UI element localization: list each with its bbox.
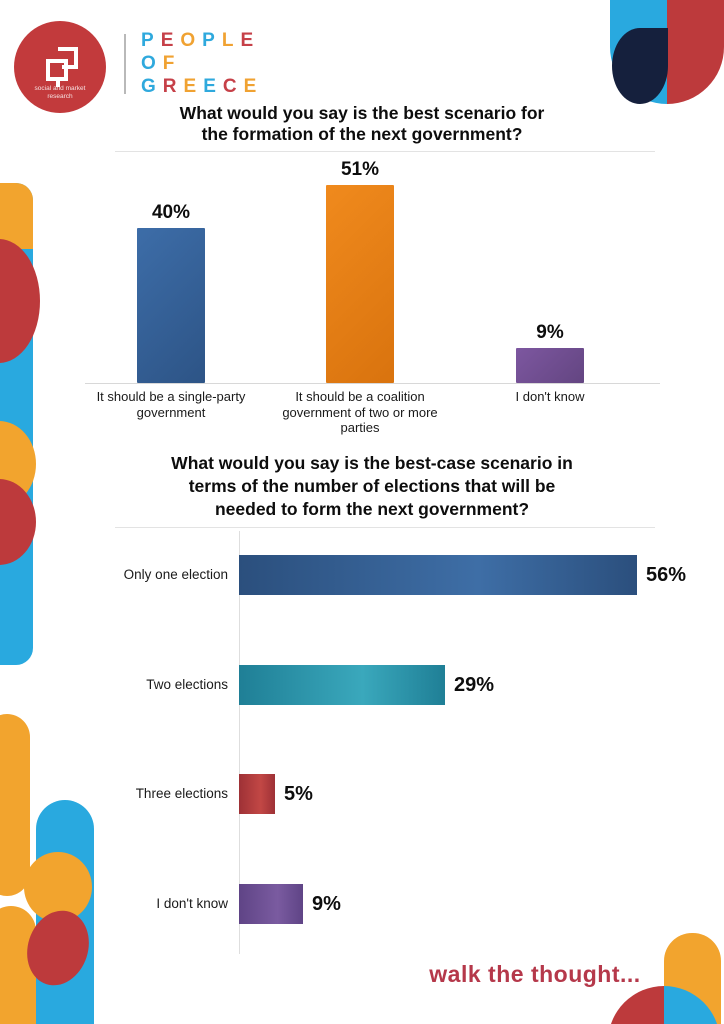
decor-bl-orange-pill [0, 714, 30, 896]
chart2-category-label-2: Two elections [146, 677, 228, 692]
wordmark-letter: E [203, 76, 223, 97]
chart2-value-label-4: 9% [312, 893, 341, 915]
wordmark-letter: R [162, 76, 184, 97]
chart1-category-label-1: It should be a single-party government [96, 389, 246, 420]
wordmark-letter: L [221, 30, 241, 51]
chart1-top-rule [115, 151, 655, 152]
chart2-bar-4 [239, 884, 303, 924]
chart1-category-label-3: I don't know [515, 389, 585, 404]
chart1-category-label-2: It should be a coalition government of t… [282, 389, 438, 435]
chart1-bar-3 [516, 348, 584, 383]
logo-subtext: social and market research [14, 85, 106, 101]
chart2-top-rule [115, 527, 655, 528]
wordmark-letter: E [240, 30, 261, 51]
wordmark-letter: E [160, 30, 181, 51]
decor-left-column [0, 183, 44, 665]
chart2-bar-3 [239, 774, 275, 814]
wordmark-letter: C [222, 76, 244, 97]
decor-left-red-circle [0, 239, 40, 363]
chart1-value-label-1: 40% [151, 202, 191, 223]
wordmark-line: PEOPLE [141, 29, 263, 52]
chart1-value-label-2: 51% [340, 159, 380, 180]
chart2-bar-1 [239, 555, 637, 595]
chart1-value-label-3: 9% [536, 322, 564, 343]
chart2-value-label-2: 29% [454, 674, 495, 696]
decor-bottom-left-group [0, 700, 100, 1024]
wordmark-letter: O [141, 53, 163, 74]
logo-subtext-line1: social and market [34, 85, 86, 92]
chart1-title: What would you say is the best scenario … [179, 103, 545, 144]
brand-wordmark: PEOPLE OF GREECE [141, 29, 263, 98]
wordmark-letter: P [141, 30, 161, 51]
wordmark-line: GREECE [141, 75, 263, 98]
wordmark-letter: E [243, 76, 264, 97]
wordmark-letter: E [183, 76, 204, 97]
chart2-axis-line [239, 531, 240, 954]
wordmark-letter: F [162, 53, 182, 74]
decor-top-right-navy-blob [612, 28, 668, 104]
chart1-category-labels: It should be a single-party government It… [85, 389, 660, 449]
chart1-bar-1 [137, 228, 205, 383]
wordmark-letter: P [202, 30, 222, 51]
brand-tagline: walk the thought... [429, 961, 641, 987]
wordmark-letter: O [180, 30, 203, 51]
brand-logo [14, 21, 106, 113]
chart2-bar-2 [239, 665, 445, 705]
chart1-plot: 40% 51% 9% [85, 158, 660, 384]
decor-bottom-right-group [604, 932, 724, 1024]
chart1-bar-2 [326, 185, 394, 383]
wordmark-line: OF [141, 52, 263, 75]
chart2-value-label-1: 56% [646, 564, 687, 586]
wordmark-letter: G [141, 76, 163, 97]
chart2-category-label-1: Only one election [123, 567, 228, 582]
chart2-title: What would you say is the best-case scen… [171, 453, 573, 519]
logo-glyph-icon [46, 47, 78, 87]
chart2-value-label-3: 5% [284, 783, 313, 805]
logo-divider [124, 34, 126, 94]
decor-left-orange-top [0, 183, 33, 249]
logo-subtext-line2: research [47, 93, 73, 100]
